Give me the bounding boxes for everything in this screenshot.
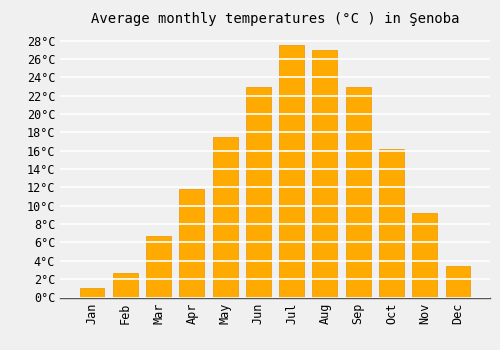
Bar	[212, 137, 238, 298]
Bar	[80, 288, 104, 298]
Bar	[279, 45, 304, 298]
Bar	[446, 266, 470, 298]
Bar	[379, 149, 404, 298]
Bar	[412, 213, 437, 298]
Bar	[312, 50, 338, 298]
Title: Average monthly temperatures (°C ) in Şenoba: Average monthly temperatures (°C ) in Şe…	[91, 12, 459, 26]
Bar	[180, 189, 204, 298]
Bar	[246, 86, 271, 298]
Bar	[346, 86, 370, 298]
Bar	[113, 273, 138, 298]
Bar	[146, 236, 171, 298]
